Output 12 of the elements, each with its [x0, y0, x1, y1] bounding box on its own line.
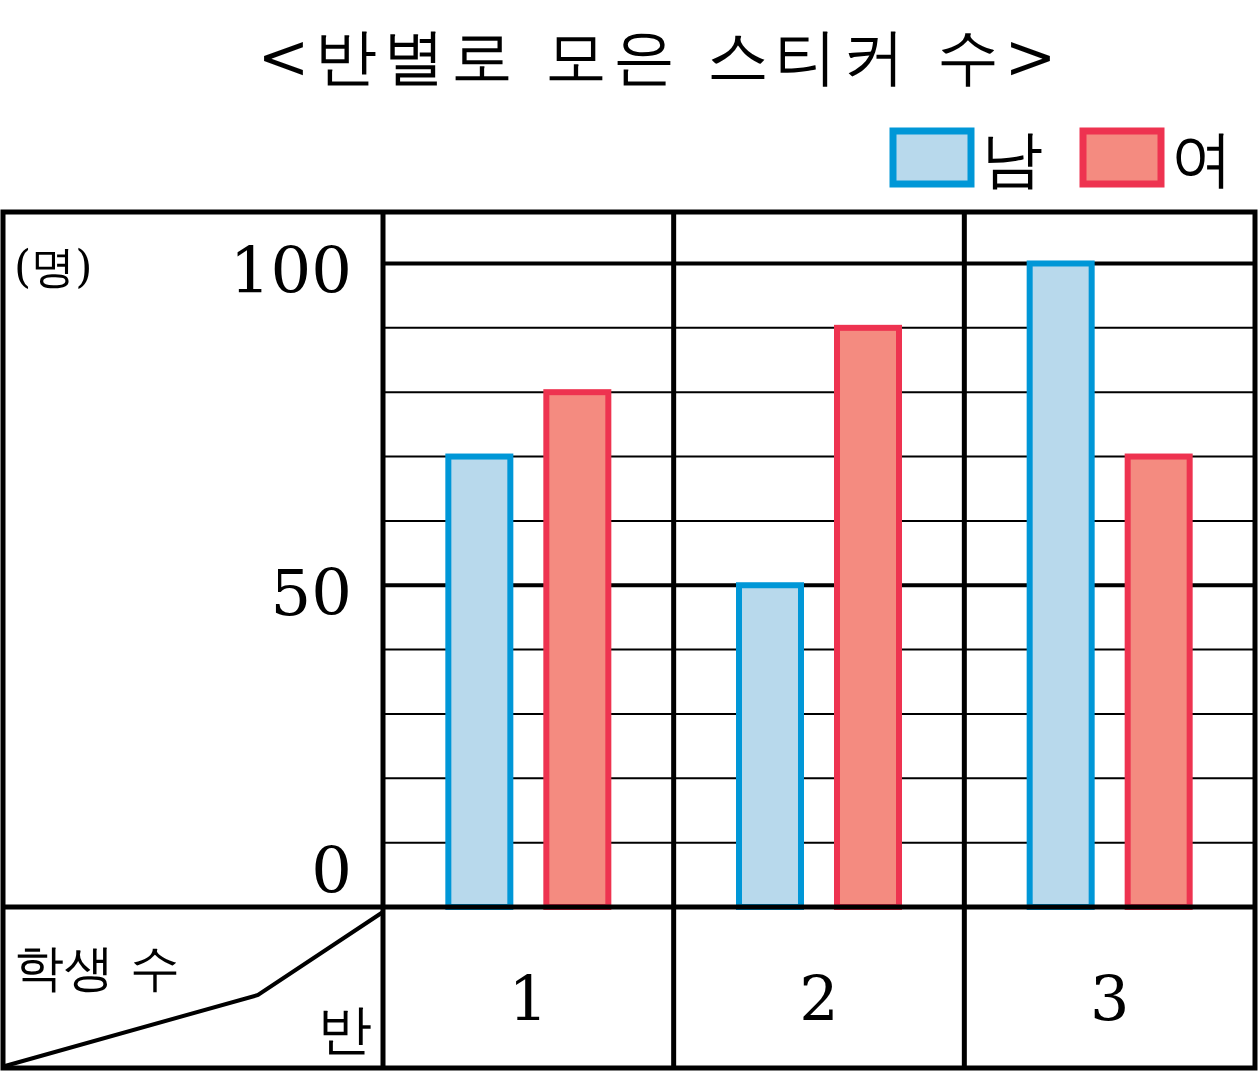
y-tick-label: 100	[229, 234, 352, 309]
chart-title: <반별로 모은 스티커 수>	[257, 20, 1063, 93]
x-axis-title: 반	[318, 998, 372, 1061]
legend-label: 여	[1171, 122, 1233, 195]
y-tick-label: 50	[270, 556, 352, 631]
x-tick-label: 3	[1089, 962, 1130, 1035]
legend-label: 남	[981, 122, 1043, 195]
x-tick-label: 2	[799, 962, 839, 1035]
y-axis-title: (명)	[14, 241, 93, 292]
y-tick-label: 0	[311, 834, 352, 908]
text: 학생 수	[14, 939, 180, 997]
x-tick-label: 1	[508, 962, 549, 1035]
